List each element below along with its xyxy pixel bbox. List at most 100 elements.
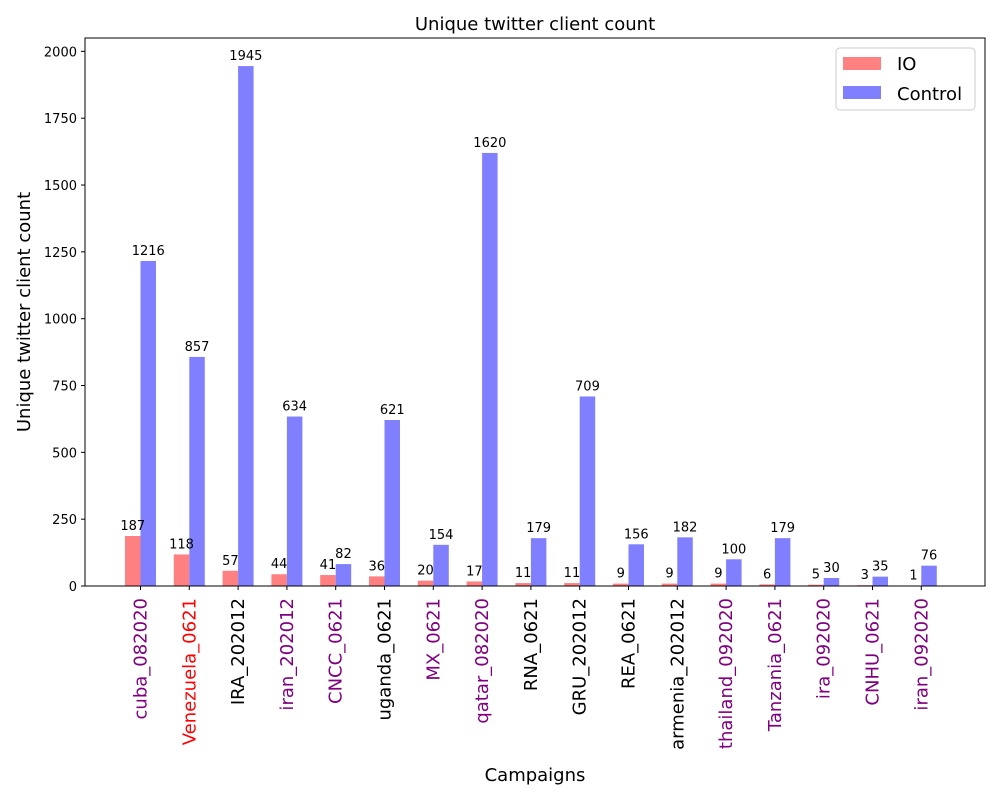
data-label-io-RNA_0621: 11 (515, 566, 532, 581)
data-label-control-iran_202012: 634 (282, 400, 307, 415)
data-label-io-iran_202012: 44 (271, 557, 288, 572)
data-label-control-armenia_202012: 182 (673, 520, 698, 535)
data-label-io-iran_092020: 1 (909, 569, 917, 584)
x-tick-label-Tanzania_0621: Tanzania_0621 (765, 598, 786, 732)
data-label-control-cuba_082020: 1216 (132, 244, 165, 259)
bars-layer (125, 66, 937, 587)
bar-control-qatar_082020 (482, 152, 498, 586)
bar-control-CNCC_0621 (335, 564, 352, 586)
bar-io-qatar_082020 (466, 581, 483, 586)
bar-control-CNHU_0621 (872, 576, 888, 586)
y-tick-label-1250: 1250 (44, 246, 77, 261)
y-axis-ticks: 0 250 500 750 1000 1250 1500 1750 2000 (44, 45, 85, 595)
x-tick-label-uganda_0621: uganda_0621 (375, 598, 396, 721)
data-label-control-CNHU_0621: 35 (872, 560, 889, 575)
bar-control-GRU_202012 (579, 396, 596, 586)
y-tick-label-500: 500 (52, 446, 77, 461)
bar-io-ira_092020 (808, 584, 824, 586)
data-label-control-GRU_202012: 709 (575, 379, 600, 394)
y-tick-label-1750: 1750 (44, 112, 77, 127)
x-tick-label-GRU_202012: GRU_202012 (570, 598, 591, 715)
data-label-control-RNA_0621: 179 (526, 521, 551, 536)
data-label-io-qatar_082020: 17 (466, 564, 483, 579)
legend-swatch-io (843, 57, 881, 70)
bar-io-MX_0621 (417, 580, 434, 586)
chart-title: Unique twitter client count (415, 14, 655, 35)
bar-control-thailand_092020 (726, 559, 742, 586)
data-label-control-Tanzania_0621: 179 (770, 521, 795, 536)
data-label-control-Venezuela_0621: 857 (185, 340, 210, 355)
y-tick-label-750: 750 (52, 380, 77, 395)
data-label-control-iran_092020: 76 (921, 549, 938, 564)
x-tick-label-RNA_0621: RNA_0621 (521, 598, 542, 691)
legend: IO Control (835, 47, 976, 111)
y-tick-label-1000: 1000 (44, 313, 77, 328)
bar-io-iran_202012 (271, 574, 287, 586)
data-label-control-qatar_082020: 1620 (473, 136, 506, 151)
data-label-control-REA_0621: 156 (624, 527, 649, 542)
bar-io-CNCC_0621 (320, 575, 336, 586)
data-label-io-CNCC_0621: 41 (320, 558, 337, 573)
data-label-control-IRA_202012: 1945 (229, 49, 262, 64)
plot-frame (84, 37, 986, 587)
x-tick-label-Venezuela_0621: Venezuela_0621 (179, 598, 200, 745)
x-tick-label-CNHU_0621: CNHU_0621 (863, 598, 884, 706)
y-tick-label-1500: 1500 (44, 179, 77, 194)
data-label-io-Tanzania_0621: 6 (763, 567, 771, 582)
bar-control-uganda_0621 (384, 419, 400, 586)
data-label-io-thailand_092020: 9 (714, 567, 722, 582)
y-axis-label: Unique twitter client count (14, 192, 35, 432)
bar-control-iran_202012 (286, 416, 303, 586)
bar-control-ira_092020 (823, 577, 840, 586)
bar-io-IRA_202012 (222, 570, 239, 586)
x-axis-ticks: cuba_082020 Venezuela_0621 IRA_202012 iran_… (131, 586, 932, 750)
data-label-io-GRU_202012: 11 (564, 566, 581, 581)
data-label-io-ira_092020: 5 (812, 568, 820, 583)
data-label-io-Venezuela_0621: 118 (169, 537, 194, 552)
bar-control-MX_0621 (433, 544, 449, 586)
data-label-io-cuba_082020: 187 (120, 519, 145, 534)
x-tick-label-armenia_202012: armenia_202012 (667, 598, 688, 750)
bar-control-Venezuela_0621 (189, 356, 205, 586)
y-tick-label-0: 0 (69, 580, 77, 595)
data-labels-layer: 1871216118857571945446344182366212015417… (120, 49, 937, 584)
data-label-control-CNCC_0621: 82 (335, 547, 352, 562)
x-tick-label-MX_0621: MX_0621 (423, 598, 444, 681)
data-label-control-uganda_0621: 621 (380, 403, 405, 418)
bar-io-armenia_202012 (661, 583, 678, 586)
x-tick-label-CNCC_0621: CNCC_0621 (326, 598, 347, 704)
x-tick-label-ira_092020: ira_092020 (814, 598, 835, 699)
data-label-control-ira_092020: 30 (823, 561, 840, 576)
x-tick-label-IRA_202012: IRA_202012 (228, 598, 249, 705)
y-tick-label-2000: 2000 (44, 45, 77, 60)
bar-control-REA_0621 (628, 544, 644, 586)
data-label-io-REA_0621: 9 (617, 567, 625, 582)
bar-io-RNA_0621 (515, 583, 531, 586)
bar-control-IRA_202012 (238, 66, 254, 586)
y-tick-label-250: 250 (52, 513, 77, 528)
x-tick-label-iran_092020: iran_092020 (911, 598, 932, 711)
bar-control-armenia_202012 (677, 537, 693, 586)
data-label-io-IRA_202012: 57 (222, 554, 239, 569)
bar-io-cuba_082020 (125, 536, 141, 586)
bar-io-Tanzania_0621 (759, 584, 775, 586)
data-label-control-thailand_092020: 100 (721, 542, 746, 557)
x-axis-label: Campaigns (485, 765, 586, 786)
bar-io-thailand_092020 (710, 583, 727, 586)
bar-control-iran_092020 (921, 565, 937, 586)
legend-label-io: IO (897, 54, 916, 75)
legend-label-control: Control (897, 84, 962, 105)
bar-io-uganda_0621 (369, 576, 385, 586)
data-label-io-armenia_202012: 9 (665, 567, 673, 582)
bar-control-cuba_082020 (140, 260, 156, 586)
data-label-io-uganda_0621: 36 (368, 559, 385, 574)
data-label-control-MX_0621: 154 (429, 528, 454, 543)
bar-control-RNA_0621 (530, 538, 547, 586)
x-tick-label-qatar_082020: qatar_082020 (472, 598, 493, 724)
x-tick-label-REA_0621: REA_0621 (619, 598, 640, 689)
bar-control-Tanzania_0621 (774, 538, 791, 586)
x-tick-label-thailand_092020: thailand_092020 (716, 598, 737, 749)
data-label-io-CNHU_0621: 3 (861, 568, 869, 583)
